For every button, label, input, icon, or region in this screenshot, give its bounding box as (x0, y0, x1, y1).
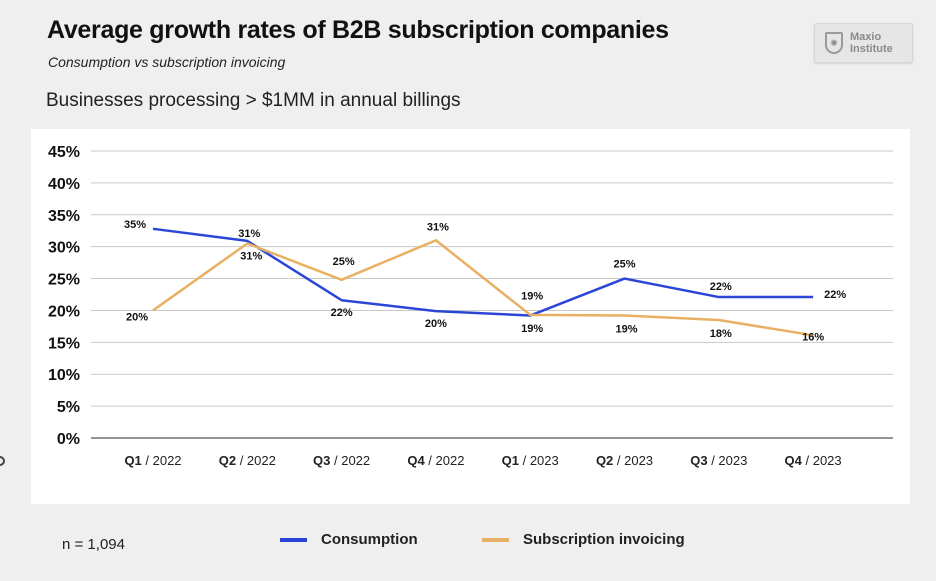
maxio-logo: ✺ Maxio Institute (814, 23, 913, 63)
subscription-line (152, 239, 814, 337)
data-label: 25% (333, 256, 355, 268)
data-label: 31% (427, 221, 449, 233)
data-label: 22% (710, 281, 732, 293)
data-label: 31% (238, 228, 260, 240)
y-tick-label: 40% (48, 176, 80, 193)
x-tick-label: Q1 / 2023 (502, 453, 559, 468)
x-tick-label: Q4 / 2023 (785, 453, 842, 468)
data-label: 19% (521, 291, 543, 303)
data-label: 18% (710, 328, 732, 340)
legend-swatch-subscription (482, 537, 509, 542)
y-tick-label: 30% (48, 240, 80, 257)
data-label: 19% (615, 324, 637, 336)
data-label: 20% (126, 311, 148, 323)
legend-label-consumption: Consumption (321, 531, 418, 548)
sample-size: n = 1,094 (62, 536, 125, 553)
y-tick-label: 45% (48, 144, 80, 161)
x-tick-label: Q1 / 2022 (124, 453, 181, 468)
data-label: 19% (521, 323, 543, 335)
legend-swatch-consumption (280, 537, 307, 542)
logo-text: Maxio Institute (850, 31, 893, 55)
consumption-line (152, 227, 814, 317)
data-label: 22% (824, 289, 846, 301)
chart-panel: 0% 5% 10% 15% 20% 25% 30% 35% 40% 45% Q1 / 2022 Q2 … (31, 129, 910, 504)
section-label: Businesses processing > $1MM in annual b… (46, 90, 461, 111)
chart-subtitle: Consumption vs subscription invoicing (48, 54, 286, 70)
line-chart: 0% 5% 10% 15% 20% 25% 30% 35% 40% 45% Q1 / 2022 Q2 … (48, 144, 893, 468)
data-label: 25% (613, 259, 635, 271)
y-tick-label: 10% (48, 367, 80, 384)
x-tick-label: Q2 / 2023 (596, 453, 653, 468)
chart-title: Average growth rates of B2B subscription… (47, 16, 669, 44)
x-tick-label: Q3 / 2022 (313, 453, 370, 468)
data-label: 22% (331, 307, 353, 319)
legend-item-consumption: Consumption (280, 531, 418, 548)
y-tick-label: 20% (48, 303, 80, 320)
logo-line-2: Institute (850, 43, 893, 55)
data-label: 16% (802, 331, 824, 343)
y-tick-label: 35% (48, 208, 80, 225)
x-tick-label: Q4 / 2022 (407, 453, 464, 468)
edge-circle-icon (0, 456, 5, 466)
x-tick-label: Q3 / 2023 (690, 453, 747, 468)
shield-icon: ✺ (825, 32, 843, 54)
y-tick-label: 15% (48, 335, 80, 352)
data-label: 20% (425, 318, 447, 330)
y-tick-label: 0% (57, 431, 80, 448)
legend-label-subscription: Subscription invoicing (523, 531, 685, 548)
legend-item-subscription: Subscription invoicing (482, 531, 685, 548)
data-label: 35% (124, 219, 146, 231)
x-tick-label: Q2 / 2022 (219, 453, 276, 468)
y-tick-label: 25% (48, 272, 80, 289)
y-tick-label: 5% (57, 399, 80, 416)
logo-line-1: Maxio (850, 31, 882, 43)
data-label: 31% (240, 250, 262, 262)
